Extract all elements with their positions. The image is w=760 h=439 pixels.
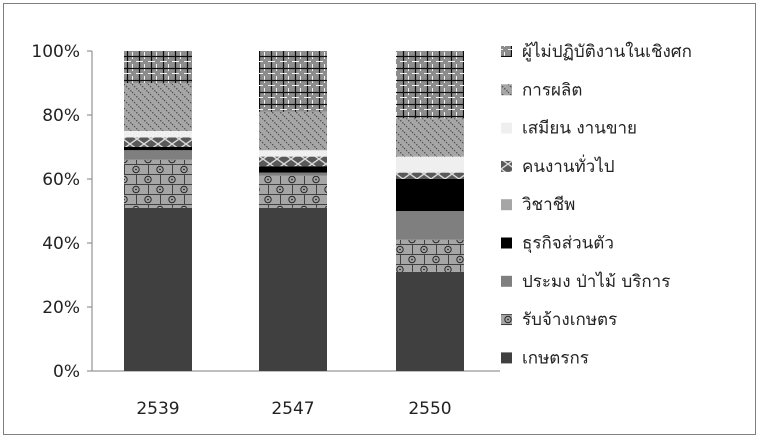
legend-swatch	[501, 199, 512, 211]
legend-label: รับจ้างเกษตร	[522, 310, 617, 330]
bar-segment	[259, 111, 327, 151]
legend-label: เสมียน งานขาย	[522, 119, 637, 139]
x-tick-label: 2539	[136, 399, 179, 419]
y-tick-label: 0%	[53, 362, 80, 382]
bar-segment	[396, 211, 464, 240]
bar-segment	[259, 175, 327, 208]
legend-label: ประมง ป่าไม้ บริการ	[522, 271, 670, 292]
legend-swatch	[501, 275, 512, 287]
legend-swatch	[501, 122, 512, 134]
bar-segment	[124, 207, 192, 371]
legend-label: เกษตรกร	[522, 348, 589, 368]
legend-label: ผู้ไม่ปฏิบัติงานในเชิงศก	[522, 41, 692, 62]
bar-segment	[259, 172, 327, 176]
bar-segment	[124, 159, 192, 208]
legend-swatch	[501, 84, 512, 96]
bar-segment	[396, 179, 464, 211]
bar-segment	[259, 207, 327, 371]
legend-swatch	[501, 237, 512, 249]
legend-swatch	[501, 352, 512, 364]
y-tick-label: 100%	[31, 42, 80, 62]
bar-segment	[259, 166, 327, 173]
legend-label: การผลิต	[522, 80, 582, 100]
bar-segment	[259, 150, 327, 157]
y-tick-label: 60%	[42, 170, 80, 190]
y-tick-label: 80%	[42, 106, 80, 126]
bar-segment	[259, 156, 327, 167]
bar-segment	[396, 271, 464, 371]
bar-segment	[124, 137, 192, 147]
x-tick-label: 2547	[271, 399, 314, 419]
bar-segment	[124, 150, 192, 160]
bar-segment	[396, 51, 464, 119]
legend-label: ธุรกิจส่วนตัว	[522, 234, 614, 254]
legend-swatch	[501, 160, 512, 172]
bar-segment	[396, 118, 464, 157]
legend-swatch	[501, 314, 512, 326]
bar-segment	[124, 51, 192, 83]
legend-swatch	[501, 46, 512, 57]
legend-label: คนงานทั่วไป	[522, 154, 615, 177]
bar-segment	[259, 51, 327, 112]
bar-segment	[124, 147, 192, 151]
bar-segment	[396, 239, 464, 272]
bar-segment	[124, 83, 192, 131]
bar-segment	[124, 131, 192, 138]
y-tick-label: 40%	[42, 234, 80, 254]
legend-label: วิชาชีพ	[522, 195, 576, 215]
bar-segment	[396, 156, 464, 173]
chart-frame: 0% 20% 40% 60% 80% 100% 2539 2547 2550 ผู้ไม่ปฏิ…	[3, 3, 756, 435]
bar-segment	[396, 172, 464, 179]
y-tick-label: 20%	[42, 298, 80, 318]
stacked-bar-chart: 0% 20% 40% 60% 80% 100% 2539 2547 2550 ผู้ไม่ปฏิ…	[31, 41, 692, 419]
x-tick-label: 2550	[408, 399, 451, 419]
